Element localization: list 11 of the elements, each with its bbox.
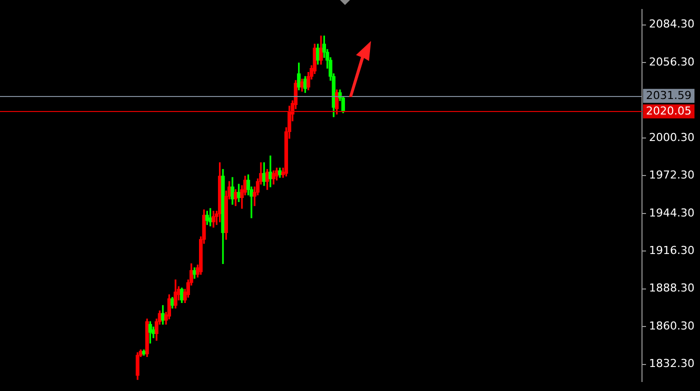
y-tick-label: 1888.30	[649, 282, 694, 295]
y-tick-label: 2084.30	[649, 18, 694, 31]
y-tick-label: 2056.30	[649, 55, 694, 68]
y-tick-label: 1944.30	[649, 206, 694, 220]
y-tick-label: 2000.30	[649, 130, 694, 144]
y-tick-label: 1860.30	[649, 319, 694, 332]
ref-line-label: 2031.59	[646, 89, 692, 102]
y-tick-label: 1972.30	[649, 168, 694, 182]
y-tick-label: 1916.30	[649, 244, 694, 257]
y-tick-label: 1832.30	[649, 357, 694, 370]
ref-line-label: 2020.05	[646, 104, 692, 118]
